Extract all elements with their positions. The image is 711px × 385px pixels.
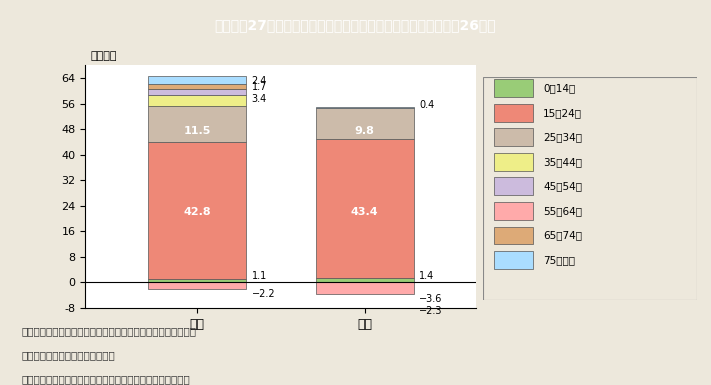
Bar <box>148 89 246 95</box>
Text: 75歳以上: 75歳以上 <box>543 255 575 265</box>
FancyBboxPatch shape <box>494 227 533 244</box>
Text: −2.3: −2.3 <box>419 306 443 316</box>
FancyBboxPatch shape <box>494 104 533 122</box>
Bar <box>148 105 246 142</box>
Bar <box>148 142 246 279</box>
Text: 25〜34歳: 25〜34歳 <box>543 132 582 142</box>
Text: −2.2: −2.2 <box>252 290 275 300</box>
Text: ２．日本人移動者の値。: ２．日本人移動者の値。 <box>21 350 114 360</box>
Text: 15〜24歳: 15〜24歳 <box>543 108 582 118</box>
Text: 35〜44歳: 35〜44歳 <box>543 157 582 167</box>
Text: 43.4: 43.4 <box>351 207 378 217</box>
Text: 65〜74歳: 65〜74歳 <box>543 231 582 241</box>
Text: Ｉ－特－27図　東京圏の年齢階級別転入超過数（男女別，平成26年）: Ｉ－特－27図 東京圏の年齢階級別転入超過数（男女別，平成26年） <box>215 18 496 32</box>
FancyBboxPatch shape <box>494 202 533 220</box>
Text: −3.6: −3.6 <box>419 294 442 304</box>
Text: 0〜14歳: 0〜14歳 <box>543 83 575 93</box>
Text: 2.4: 2.4 <box>252 76 267 86</box>
Text: 3.4: 3.4 <box>252 94 267 104</box>
FancyBboxPatch shape <box>494 153 533 171</box>
Text: 45〜54歳: 45〜54歳 <box>543 181 582 191</box>
Text: 1.4: 1.4 <box>419 271 434 281</box>
Text: 1.1: 1.1 <box>252 271 267 281</box>
Bar <box>148 95 246 105</box>
Text: 1.7: 1.7 <box>252 82 267 92</box>
Bar <box>148 76 246 84</box>
FancyBboxPatch shape <box>494 251 533 269</box>
Bar <box>316 108 414 139</box>
Text: ３．東京圏は埼玉県，千葉県，東京都，神奈川県。: ３．東京圏は埼玉県，千葉県，東京都，神奈川県。 <box>21 375 190 385</box>
Text: （備考）１．総務省「住民基本台帳人口移動報告」より作成。: （備考）１．総務省「住民基本台帳人口移動報告」より作成。 <box>21 326 196 336</box>
Bar <box>316 139 414 278</box>
Text: 55〜64歳: 55〜64歳 <box>543 206 582 216</box>
Bar <box>148 84 246 89</box>
Bar <box>316 278 414 283</box>
FancyBboxPatch shape <box>494 128 533 146</box>
FancyBboxPatch shape <box>494 79 533 97</box>
Bar <box>148 279 246 283</box>
Bar <box>316 107 414 108</box>
Text: 9.8: 9.8 <box>355 126 375 136</box>
Bar <box>148 283 246 290</box>
FancyBboxPatch shape <box>494 177 533 195</box>
Text: 0.4: 0.4 <box>419 100 434 110</box>
Bar <box>316 283 414 294</box>
Text: （千人）: （千人） <box>91 51 117 61</box>
Text: 11.5: 11.5 <box>183 126 210 136</box>
Text: 42.8: 42.8 <box>183 207 211 217</box>
